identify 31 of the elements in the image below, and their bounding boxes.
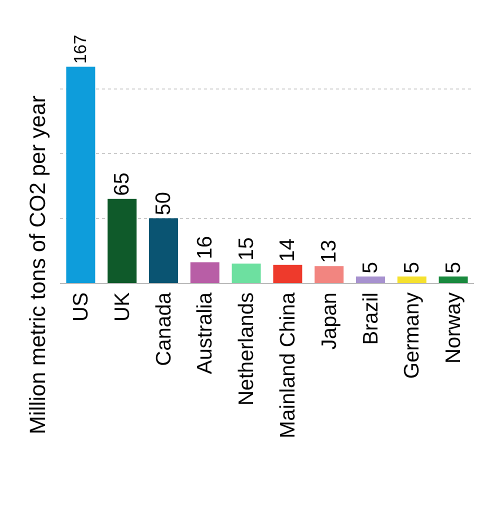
bar [190,262,220,283]
bar [108,198,137,283]
bar [438,276,468,283]
data-label: 16 [193,236,216,260]
x-tick-label: Norway [442,292,466,364]
data-label: 5 [400,262,424,274]
bar [232,264,261,283]
data-label: 167 [70,34,90,64]
data-label: 13 [318,240,341,264]
bar [356,276,385,283]
data-label: 15 [234,237,258,261]
x-tick-label: UK [110,292,134,322]
x-tick-label: US [70,292,93,322]
bar [149,218,178,283]
x-tick-label: Australia [194,292,217,374]
x-tick-label: Canada [152,292,176,366]
data-label: 14 [276,238,300,262]
bar [314,266,344,283]
x-tick-label: Japan [318,292,341,350]
x-tick-label: Mainland China [276,292,300,438]
bar [397,276,426,283]
x-tick-label: Brazil [359,292,382,345]
data-label: 5 [442,262,465,274]
data-label: 50 [152,192,175,216]
x-tick-label: Germany [400,292,424,379]
bar [66,66,96,283]
y-axis-title: Million metric tons of CO2 per year [25,96,50,434]
data-label: 5 [359,262,382,274]
data-label: 65 [110,172,134,196]
x-tick-label: Netherlands [235,292,258,406]
bar [273,264,302,283]
